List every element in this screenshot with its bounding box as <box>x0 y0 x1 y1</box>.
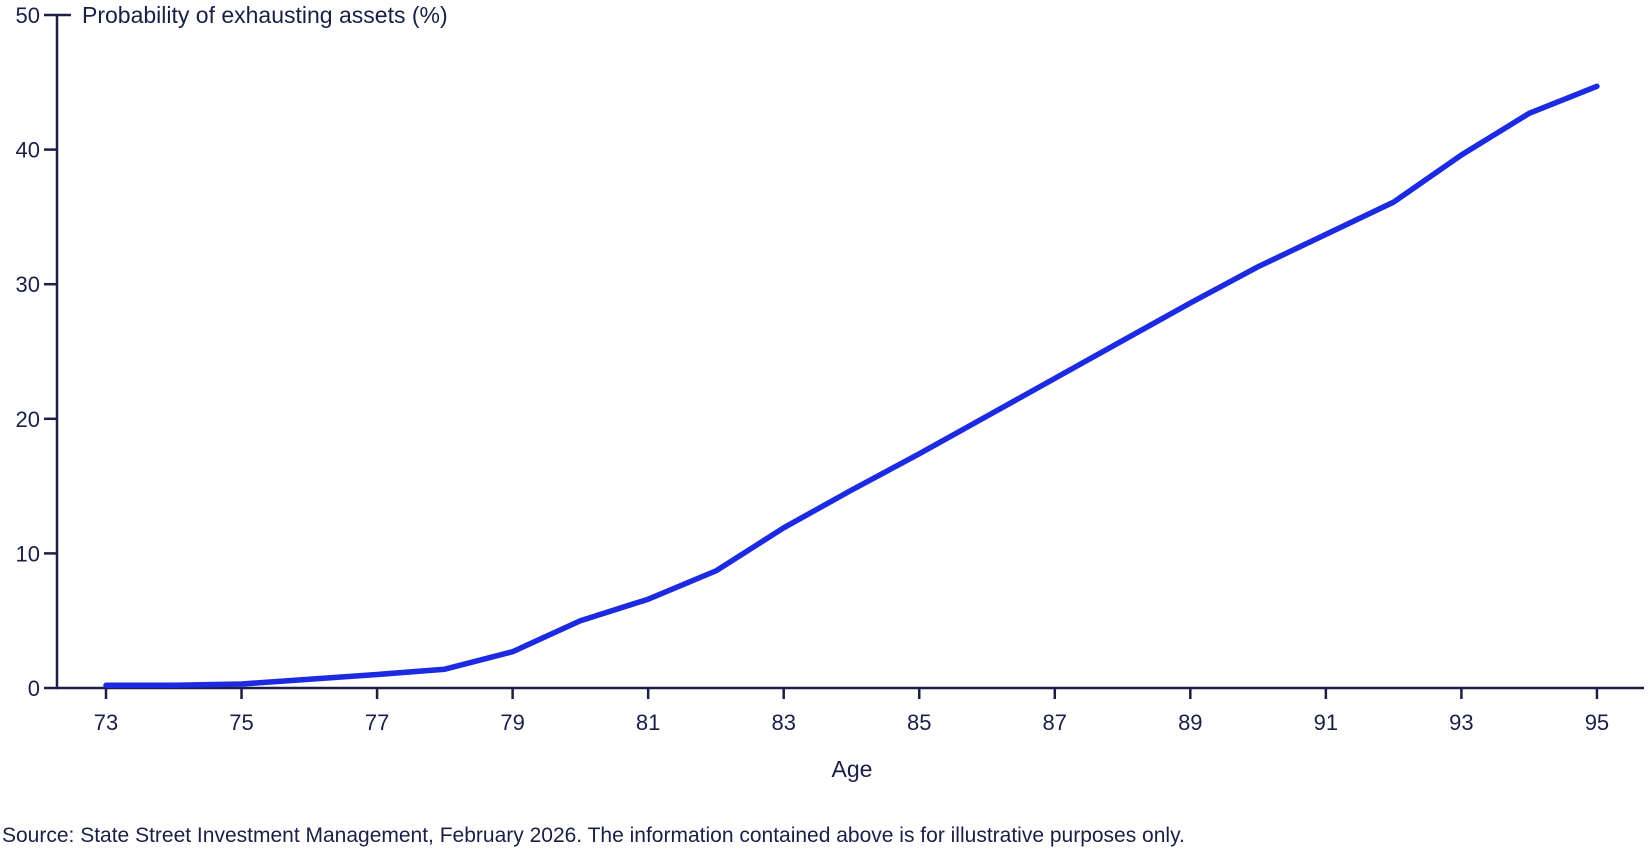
x-tick-label: 73 <box>94 710 118 735</box>
y-tick-label: 40 <box>16 138 40 163</box>
x-tick-label: 91 <box>1314 710 1338 735</box>
x-tick-label: 81 <box>636 710 660 735</box>
x-tick-label: 79 <box>500 710 524 735</box>
x-tick-label: 93 <box>1449 710 1473 735</box>
y-tick-label: 0 <box>28 676 40 701</box>
y-tick-label: 10 <box>16 541 40 566</box>
x-tick-label: 85 <box>907 710 931 735</box>
y-tick-label: 30 <box>16 272 40 297</box>
series-line <box>103 83 1600 689</box>
y-tick-label: 20 <box>16 407 40 432</box>
source-note: Source: State Street Investment Manageme… <box>2 824 1185 847</box>
chart-title: Probability of exhausting assets (%) <box>82 2 448 28</box>
x-tick-label: 77 <box>365 710 389 735</box>
x-tick-label: 89 <box>1178 710 1202 735</box>
x-tick-label: 87 <box>1043 710 1067 735</box>
x-tick-label: 83 <box>771 710 795 735</box>
x-tick-label: 75 <box>229 710 253 735</box>
x-axis-title: Age <box>831 756 873 782</box>
y-tick-label: 50 <box>16 3 40 28</box>
axis-lines <box>55 15 1644 690</box>
x-tick-label: 95 <box>1585 710 1609 735</box>
